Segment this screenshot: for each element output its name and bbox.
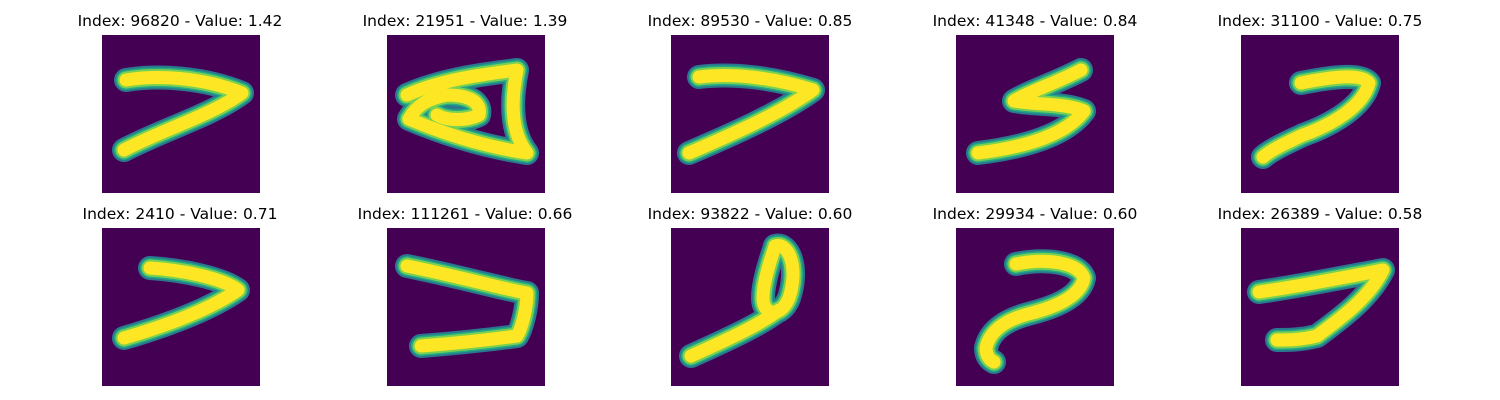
digit-image bbox=[102, 228, 260, 386]
panel-title: Index: 29934 - Value: 0.60 bbox=[932, 205, 1138, 223]
digit-image bbox=[387, 35, 545, 193]
panel-title: Index: 89530 - Value: 0.85 bbox=[647, 12, 853, 30]
digit-stroke-core bbox=[979, 254, 1091, 369]
digit-image bbox=[1241, 228, 1399, 386]
digit-image bbox=[1241, 35, 1399, 193]
digit-stroke-core bbox=[117, 71, 249, 157]
panel-title: Index: 21951 - Value: 1.39 bbox=[362, 12, 568, 30]
digit-image-panel bbox=[1241, 228, 1399, 386]
digit-stroke-core bbox=[684, 239, 800, 363]
digit-image bbox=[387, 228, 545, 386]
panel-title: Index: 41348 - Value: 0.84 bbox=[932, 12, 1138, 30]
panel-title: Index: 2410 - Value: 0.71 bbox=[82, 205, 278, 223]
digit-stroke-core bbox=[682, 69, 820, 160]
digit-image bbox=[956, 228, 1114, 386]
panel-title: Index: 111261 - Value: 0.66 bbox=[357, 205, 573, 223]
digit-image-panel bbox=[956, 35, 1114, 193]
digit-stroke-core bbox=[117, 261, 245, 345]
digit-image bbox=[956, 35, 1114, 193]
digit-image-panel bbox=[387, 228, 545, 386]
digit-image-panel bbox=[102, 35, 260, 193]
digit-image-panel bbox=[387, 35, 545, 193]
digit-image-panel bbox=[671, 35, 829, 193]
digit-image-panel bbox=[956, 228, 1114, 386]
digit-image-panel bbox=[1241, 35, 1399, 193]
digit-stroke-core bbox=[1252, 263, 1390, 347]
image-background bbox=[1241, 228, 1399, 386]
digit-stroke-core bbox=[971, 63, 1091, 160]
digit-image-panel bbox=[671, 228, 829, 386]
digit-image bbox=[671, 35, 829, 193]
panel-title: Index: 26389 - Value: 0.58 bbox=[1217, 205, 1423, 223]
digit-stroke-core bbox=[1256, 70, 1376, 164]
digit-stroke-core bbox=[400, 63, 534, 160]
image-background bbox=[1241, 35, 1399, 193]
digit-image bbox=[102, 35, 260, 193]
panel-title: Index: 31100 - Value: 0.75 bbox=[1217, 12, 1423, 30]
digit-stroke-core bbox=[400, 259, 534, 353]
panel-title: Index: 96820 - Value: 1.42 bbox=[77, 12, 283, 30]
digit-image-panel bbox=[102, 228, 260, 386]
panel-title: Index: 93822 - Value: 0.60 bbox=[647, 205, 853, 223]
digit-image bbox=[671, 228, 829, 386]
